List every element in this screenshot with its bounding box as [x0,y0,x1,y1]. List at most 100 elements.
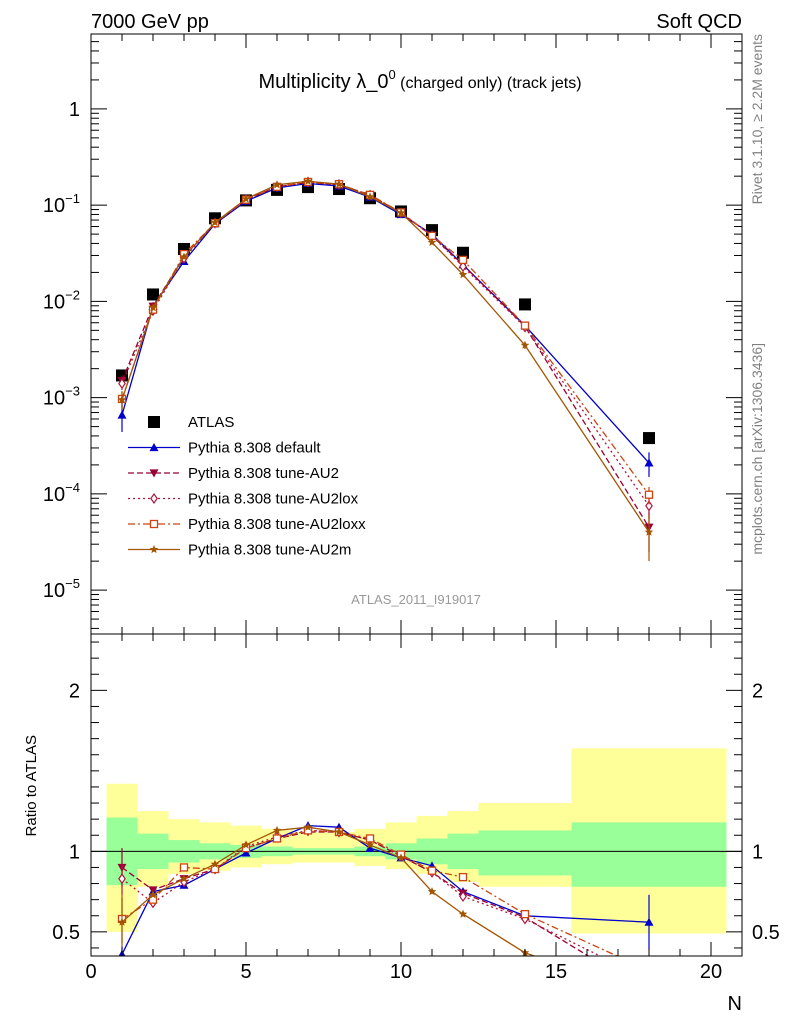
ratio-y-tick-label: 1 [69,841,80,863]
x-axis-title: N [728,993,742,1015]
legend-label-atlas: ATLAS [188,414,234,431]
data-point [179,252,189,261]
data-point [520,340,530,349]
ratio-point [272,825,282,835]
ratio-point [118,873,126,885]
ratio-point [646,967,653,974]
data-point [427,237,437,246]
ratio-point [396,853,406,862]
x-tick-label: 10 [390,961,412,983]
data-point [519,298,531,311]
ratio-line-au2loxx [121,829,619,956]
data-point [334,179,344,188]
ratio-point [210,859,220,868]
ratio-point [148,890,158,899]
data-point [241,194,251,203]
legend-marker-au2lox [150,492,158,505]
main-plot-panel: 10−5 10−4 10−3 10−2 10−1 1 Multiplicity λ_00 … [43,33,743,635]
ratio-point [241,840,251,849]
data-point [643,432,655,445]
chart-title-superscript: 0 [388,67,395,82]
legend-marker-au2m [149,545,159,554]
chart-title-main: Multiplicity λ_0 [258,71,388,93]
y-tick-label: 10−5 [43,576,80,602]
data-point [117,410,127,419]
data-point [644,490,654,499]
data-point [272,180,282,189]
data-point [117,395,127,404]
data-point [147,288,159,301]
mcplots-label: mcplots.cern.ch [arXiv:1306.3436] [749,343,765,555]
data-point [118,378,126,390]
ratio-point [646,976,652,985]
legend-marker-au2 [149,469,159,478]
energy-label: 7000 GeV pp [91,11,209,33]
category-label: Soft QCD [656,11,742,33]
ratio-y-tick-label-right: 0.5 [752,922,780,944]
ratio-point [459,890,467,902]
data-point [210,218,220,227]
data-point [644,527,654,536]
ratio-point [179,863,189,872]
ratio-y-axis-title: Ratio to ATLAS [23,735,40,836]
data-point [644,458,654,467]
data-point [520,321,530,330]
ratio-point [427,887,437,896]
legend-marker-default [149,443,159,452]
ratio-point [303,822,313,831]
ratio-point [334,827,344,836]
ratio-y-tick-label-right: 1 [752,841,763,863]
ratio-point [458,909,468,918]
y-tick-label: 10−2 [43,287,80,313]
series-line-au2m [121,180,650,533]
x-tick-label: 15 [545,961,567,983]
data-point [365,192,375,201]
analysis-id-label: ATLAS_2011_I919017 [351,592,481,607]
ratio-point [427,866,437,875]
ratio-line-au2 [121,831,590,956]
ratio-series-au2m [117,822,654,1000]
ratio-point [210,864,220,874]
ratio-point [520,909,530,919]
rivet-label: Rivet 3.1.10, ≥ 2.2M events [749,34,765,204]
ratio-point [645,989,654,997]
x-tick-label: 20 [700,961,722,983]
ratio-point [645,992,654,1000]
chart-title-suffix: (charged only) (track jets) [396,75,582,92]
legend-label-au2loxx: Pythia 8.308 tune-AU2loxx [188,516,366,533]
legend-label-default: Pythia 8.308 default [188,440,321,457]
y-tick-label: 10−4 [43,480,80,506]
ratio-line-au2m [121,826,537,956]
ratio-point [272,834,282,843]
data-point [458,270,468,279]
ratio-y-tick-label-right: 2 [752,680,763,702]
y-tick-label: 10−1 [43,191,80,217]
ratio-line-default [121,824,650,955]
uncertainty-band-inner [571,822,727,887]
ratio-plot-frame [90,633,743,957]
legend-marker-atlas [148,416,160,428]
data-point [458,255,468,265]
ratio-point [458,872,468,882]
y-tick-label: 10−3 [43,384,80,410]
legend-label-au2m: Pythia 8.308 tune-AU2m [188,542,351,559]
series-au2m [117,176,654,562]
chart-title: Multiplicity λ_00 (charged only) (track … [258,67,581,93]
ratio-y-tick-label: 0.5 [52,922,80,944]
ratio-point [365,840,375,849]
y-tick-label: 1 [69,99,80,121]
uncertainty-band-outer [292,832,324,863]
data-point [148,303,158,312]
uncertainty-band-inner [478,830,572,876]
ratio-plot-panel: 0.5 0.51 12 20 5 10 15 20 Ratio to ATLAS N [23,633,780,1015]
legend: ATLAS Pythia 8.308 default Pythia 8.308 tu… [128,414,366,559]
data-point [645,500,653,512]
ratio-series-au2loxx [117,826,653,974]
legend-label-au2: Pythia 8.308 tune-AU2 [188,465,339,482]
ratio-point [644,917,654,926]
data-point [396,208,406,217]
legend-label-au2lox: Pythia 8.308 tune-AU2lox [188,491,359,508]
ratio-point [179,874,189,883]
x-tick-label: 5 [240,961,251,983]
